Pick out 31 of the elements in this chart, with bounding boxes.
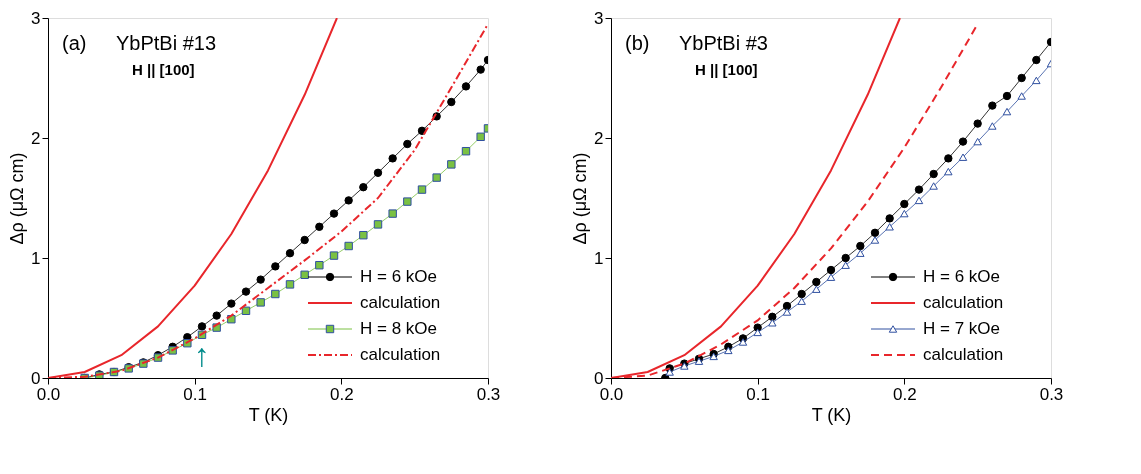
y-tick-label: 2 <box>31 128 41 148</box>
annotation: YbPtBi #13 <box>116 32 217 54</box>
legend-label: H = 6 kOe <box>360 267 438 286</box>
x-tick-label: 0.3 <box>476 384 501 404</box>
legend-label: H = 8 kOe <box>360 319 438 338</box>
y-tick-label: 3 <box>31 8 41 28</box>
annotation: YbPtBi #3 <box>679 32 768 54</box>
x-axis-title: T (K) <box>248 404 289 425</box>
annotation: H || [100] <box>132 61 195 78</box>
y-tick-label: 1 <box>31 248 41 268</box>
legend-label: calculation <box>360 293 441 312</box>
y-axis-title: Δρ (μΩ cm) <box>7 152 28 245</box>
y-axis-title: Δρ (μΩ cm) <box>570 152 591 245</box>
annotation: H || [100] <box>695 61 758 78</box>
legend-label: H = 7 kOe <box>923 319 1001 338</box>
y-tick-label: 1 <box>594 248 604 268</box>
y-tick-label: 2 <box>594 128 604 148</box>
legend-label: calculation <box>923 345 1004 364</box>
x-tick-label: 0.2 <box>330 384 354 404</box>
legend-label: H = 6 kOe <box>923 267 1001 286</box>
x-tick-label: 0.1 <box>183 384 207 404</box>
legend-label: calculation <box>360 345 441 364</box>
y-tick-label: 3 <box>594 8 604 28</box>
x-tick-label: 0.3 <box>1039 384 1064 404</box>
x-axis-title: T (K) <box>811 404 852 425</box>
annotation: (b) <box>625 32 650 54</box>
annotation: (a) <box>62 32 87 54</box>
annotation: ↑ <box>194 336 210 373</box>
legend-label: calculation <box>923 293 1004 312</box>
x-tick-label: 0.1 <box>746 384 770 404</box>
x-tick-label: 0.2 <box>893 384 917 404</box>
